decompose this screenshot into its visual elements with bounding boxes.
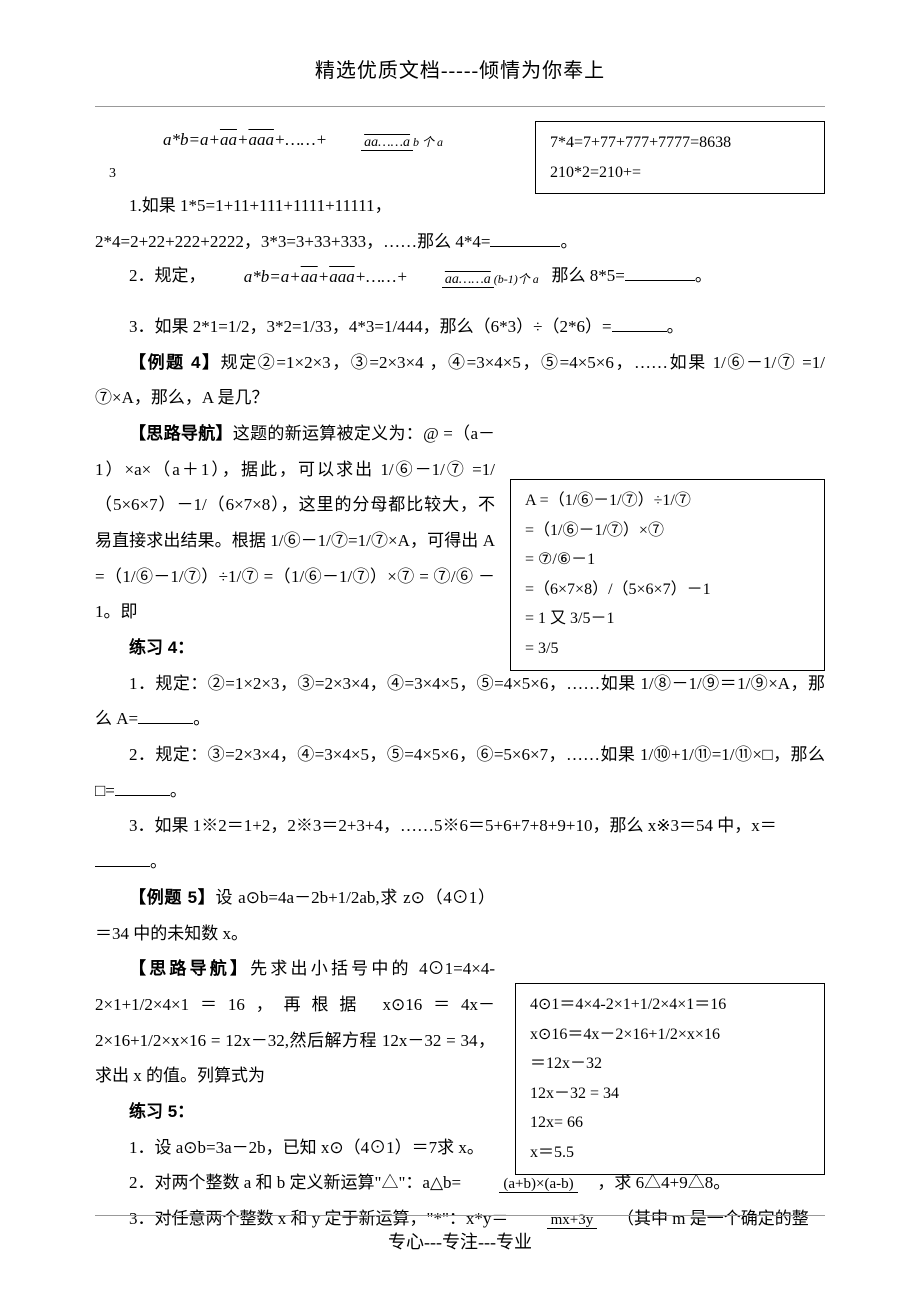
p2a: 2．规定， [129, 266, 206, 285]
example-box-2: A =（1/⑥－1/⑦）÷1/⑦ =（1/⑥－1/⑦）×⑦ = ⑦/⑥－1 =（… [510, 479, 825, 671]
sl4-label: 【思路导航】 [129, 424, 233, 443]
f1-aa: aa [220, 130, 237, 149]
box1-line1: 7*4=7+77+777+7777=8638 [550, 128, 810, 158]
b2l2: =（1/⑥－1/⑦）×⑦ [525, 516, 810, 546]
p1b-text: 2*4=2+22+222+2222，3*3=3+33+333，……那么 4*4= [95, 232, 490, 251]
formula-1: a*b=a+aa+aaa+……+aa……ab 个 a [129, 122, 443, 159]
f2-stack: aa……a(b-1)个 a [408, 265, 539, 291]
p5-1: 1．设 a⊙b=3a－2b，已知 x⊙（4⊙1）＝7求 x。 [95, 1130, 495, 1166]
frac1-num: (a+b)×(a-b) [499, 1176, 577, 1193]
p3a: 3．如果 2*1=1/2，3*2=1/33，4*3=1/444，那么（6*3）÷… [129, 317, 612, 336]
b3l1: 4⊙1＝4×4-2×1+1/2×4×1＝16 [530, 990, 810, 1020]
blank-3 [612, 315, 667, 332]
box1-line2: 210*2=210+= [550, 158, 810, 188]
p2-line: 2．规定， a*b=a+aa+aaa+……+aa……a(b-1)个 a 那么 8… [95, 263, 825, 291]
f2-p1: + [318, 267, 329, 286]
b3l6: x＝5.5 [530, 1138, 810, 1168]
p4t: 练习 4： [129, 638, 194, 657]
b3l3: ＝12x－32 [530, 1049, 810, 1079]
f2-d: +……+ [355, 267, 408, 286]
p5-2a: 2．对两个整数 a 和 b 定义新运算"△"：a△b= [129, 1173, 461, 1192]
p4-3a: 3．如果 1※2＝1+2，2※3＝2+3+4，……5※6＝5+6+7+8+9+1… [129, 816, 777, 835]
p5-1a: 1．设 a⊙b=3a－2b，已知 x⊙（4⊙1）＝7求 x。 [129, 1138, 484, 1157]
header-rule [95, 106, 825, 107]
b2l4: =（6×7×8）/（5×6×7）－1 [525, 575, 810, 605]
p3-line: 3．如果 2*1=1/2，3*2=1/33，4*3=1/444，那么（6*3）÷… [95, 309, 825, 345]
p4-3-blank: 。 [95, 844, 825, 880]
example-box-1: 7*4=7+77+777+7777=8638 210*2=210+= [535, 121, 825, 194]
f1-aaa: aaa [248, 130, 274, 149]
f1-many: aa……a [361, 135, 413, 151]
p4-2a: 2．规定：③=2×3×4，④=3×4×5，⑤=4×5×6，⑥=5×6×7，……如… [95, 745, 825, 800]
b3l2: x⊙16＝4x－2×16+1/2×x×16 [530, 1020, 810, 1050]
b3l5: 12x= 66 [530, 1108, 810, 1138]
b3l4: 12x－32 = 34 [530, 1079, 810, 1109]
f1-d: +……+ [274, 130, 327, 149]
p4-1: 1．规定：②=1×2×3，③=2×3×4，④=3×4×5，⑤=4×5×6，……如… [95, 666, 825, 737]
thinking-5: 【思路导航】先求出小括号中的 4⊙1=4×4-2×1+1/2×4×1＝16，再根… [95, 951, 495, 1094]
example-box-3: 4⊙1＝4×4-2×1+1/2×4×1＝16 x⊙16＝4x－2×16+1/2×… [515, 983, 825, 1175]
blank-4 [138, 707, 193, 724]
content-area: 7*4=7+77+777+7777=8638 210*2=210+= a*b=a… [95, 121, 825, 1237]
p5t: 练习 5： [129, 1102, 194, 1121]
p4-2: 2．规定：③=2×3×4，④=3×4×5，⑤=4×5×6，⑥=5×6×7，……如… [95, 737, 825, 808]
footer-rule [95, 1215, 825, 1216]
example-4: 【例题 4】规定②=1×2×3，③=2×3×4 ，④=3×4×5，⑤=4×5×6… [95, 345, 825, 416]
ex4-label: 【例题 4】 [129, 353, 221, 372]
sl4-body: 这题的新运算被定义为：@ =（a－1）×a×（a＋1），据此，可以求出 1/⑥－… [95, 424, 495, 621]
f1-p1: + [237, 130, 248, 149]
blank-6 [95, 850, 150, 867]
p1c: 。 [560, 232, 577, 251]
b2l1: A =（1/⑥－1/⑦）÷1/⑦ [525, 486, 810, 516]
f1-note: b 个 a [413, 134, 443, 149]
f2-many: aa……a [442, 272, 494, 288]
page-footer: 专心---专注---专业 [0, 1215, 920, 1262]
frac1-den [581, 1176, 593, 1192]
f2-prefix: a*b=a+ [244, 267, 301, 286]
p2b: 那么 8*5= [552, 266, 625, 285]
p5-2b: ，求 6△4+9△8。 [597, 1173, 730, 1192]
f1-prefix: a*b=a+ [163, 130, 220, 149]
p4-3b: 。 [150, 852, 167, 871]
formula-2: a*b=a+aa+aaa+……+aa……a(b-1)个 a [210, 264, 539, 291]
p2c: 。 [695, 266, 712, 285]
sl5-label: 【思路导航】 [129, 959, 250, 978]
example-5: 【例题 5】设 a⊙b=4a－2b+1/2ab,求 z⊙（4⊙1）＝34 中的未… [95, 880, 495, 951]
p4-1b: 。 [193, 709, 210, 728]
b2l5: = 1 又 3/5－1 [525, 604, 810, 634]
blank-1 [490, 230, 560, 247]
p4-2b: 。 [170, 781, 187, 800]
footer-text: 专心---专注---专业 [388, 1232, 532, 1252]
blank-2 [625, 264, 695, 281]
fraction-1: (a+b)×(a-b) [465, 1176, 593, 1193]
p4-3: 3．如果 1※2＝1+2，2※3＝2+3+4，……5※6＝5+6+7+8+9+1… [95, 808, 825, 844]
f2-note: (b-1)个 a [494, 271, 539, 286]
thinking-4: 【思路导航】这题的新运算被定义为：@ =（a－1）×a×（a＋1），据此，可以求… [95, 416, 495, 630]
f2-aaa: aaa [329, 267, 355, 286]
ex5-label: 【例题 5】 [129, 888, 215, 907]
b2l6: = 3/5 [525, 634, 810, 664]
page-header: 精选优质文档-----倾情为你奉上 [95, 50, 825, 92]
p3b: 。 [667, 317, 684, 336]
p1-line2: 2*4=2+22+222+2222，3*3=3+33+333，……那么 4*4=… [95, 224, 825, 260]
f1-stack: aa……ab 个 a [327, 123, 443, 159]
f2-aa: aa [301, 267, 318, 286]
b2l3: = ⑦/⑥－1 [525, 545, 810, 575]
blank-5 [115, 779, 170, 796]
